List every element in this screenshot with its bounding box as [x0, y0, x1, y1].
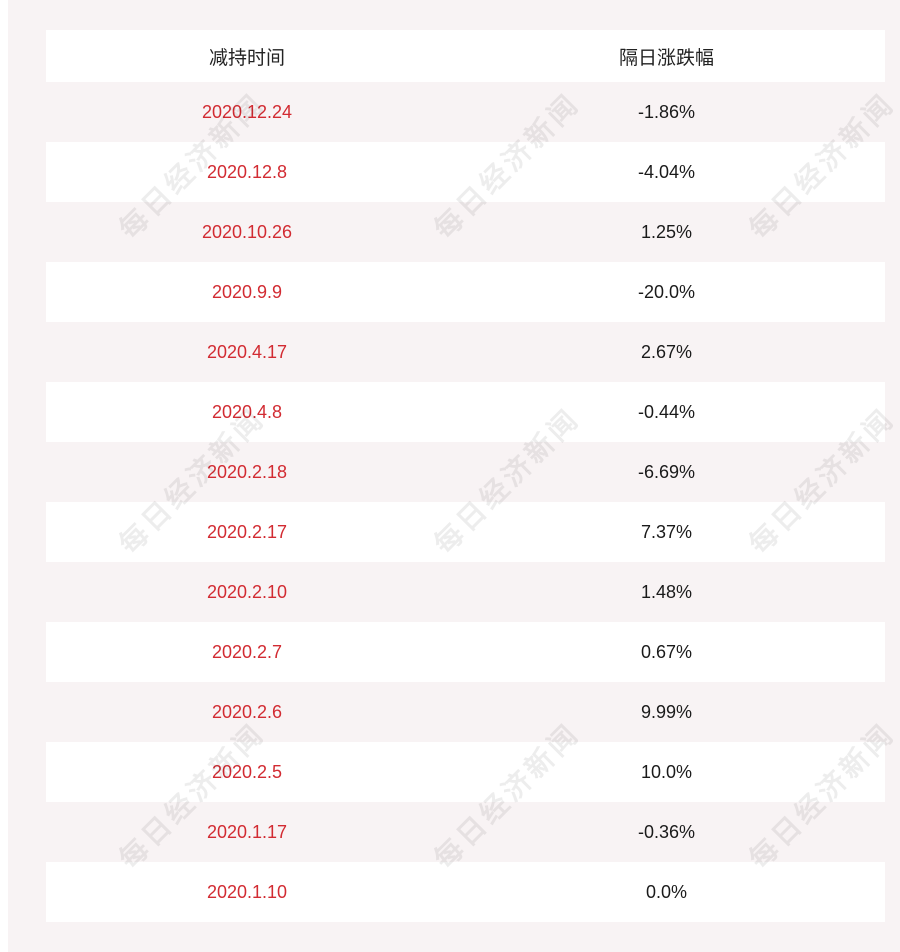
- table-row: 2020.1.10 0.0%: [46, 862, 885, 922]
- reduction-date-cell: 2020.9.9: [211, 281, 283, 302]
- table-row: 2020.12.24 -1.86%: [46, 82, 885, 142]
- reduction-date-cell: 2020.10.26: [201, 221, 293, 242]
- data-table: 减持时间 隔日涨跌幅 2020.12.24 -1.86% 2020.12.8 -4.0…: [46, 30, 885, 922]
- table-header-row: 减持时间 隔日涨跌幅: [46, 30, 885, 82]
- reduction-date-cell: 2020.4.17: [206, 341, 288, 362]
- reduction-date-cell: 2020.2.17: [206, 521, 288, 542]
- next-day-change-cell: 10.0%: [640, 761, 693, 782]
- table-body: 2020.12.24 -1.86% 2020.12.8 -4.04% 2020.10.2…: [46, 82, 885, 922]
- next-day-change-cell: 0.67%: [640, 641, 693, 662]
- table-row: 2020.2.7 0.67%: [46, 622, 885, 682]
- next-day-change-cell: -20.0%: [637, 281, 696, 302]
- reduction-date-cell: 2020.1.17: [206, 821, 288, 842]
- next-day-change-cell: -0.44%: [637, 401, 696, 422]
- table-row: 2020.9.9 -20.0%: [46, 262, 885, 322]
- reduction-date-cell: 2020.1.10: [206, 881, 288, 902]
- next-day-change-cell: -4.04%: [637, 161, 696, 182]
- table-row: 2020.12.8 -4.04%: [46, 142, 885, 202]
- table-panel: 减持时间 隔日涨跌幅 2020.12.24 -1.86% 2020.12.8 -4.0…: [8, 0, 900, 952]
- table-row: 2020.2.5 10.0%: [46, 742, 885, 802]
- table-row: 2020.2.10 1.48%: [46, 562, 885, 622]
- table-row: 2020.2.17 7.37%: [46, 502, 885, 562]
- header-reduction-date: 减持时间: [208, 47, 285, 69]
- header-next-day-change: 隔日涨跌幅: [618, 47, 714, 69]
- reduction-date-cell: 2020.4.8: [211, 401, 283, 422]
- table-row: 2020.1.17 -0.36%: [46, 802, 885, 862]
- next-day-change-cell: 1.25%: [640, 221, 693, 242]
- reduction-date-cell: 2020.12.24: [201, 101, 293, 122]
- next-day-change-cell: -1.86%: [637, 101, 696, 122]
- next-day-change-cell: -0.36%: [637, 821, 696, 842]
- reduction-date-cell: 2020.2.10: [206, 581, 288, 602]
- table-row: 2020.4.8 -0.44%: [46, 382, 885, 442]
- next-day-change-cell: 7.37%: [640, 521, 693, 542]
- reduction-date-cell: 2020.12.8: [206, 161, 288, 182]
- table-row: 2020.4.17 2.67%: [46, 322, 885, 382]
- next-day-change-cell: 0.0%: [645, 881, 688, 902]
- reduction-date-cell: 2020.2.5: [211, 761, 283, 782]
- reduction-date-cell: 2020.2.6: [211, 701, 283, 722]
- table-row: 2020.10.26 1.25%: [46, 202, 885, 262]
- reduction-date-cell: 2020.2.7: [211, 641, 283, 662]
- table-row: 2020.2.6 9.99%: [46, 682, 885, 742]
- next-day-change-cell: 1.48%: [640, 581, 693, 602]
- next-day-change-cell: -6.69%: [637, 461, 696, 482]
- next-day-change-cell: 2.67%: [640, 341, 693, 362]
- table-row: 2020.2.18 -6.69%: [46, 442, 885, 502]
- reduction-date-cell: 2020.2.18: [206, 461, 288, 482]
- next-day-change-cell: 9.99%: [640, 701, 693, 722]
